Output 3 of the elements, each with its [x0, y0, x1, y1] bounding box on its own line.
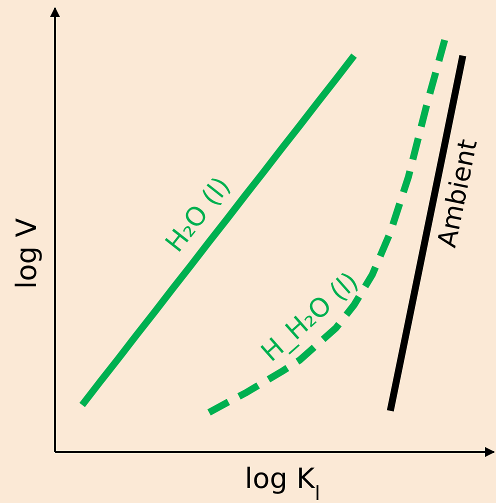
text: Ambient [432, 136, 484, 250]
y-axis-title: log V [10, 218, 43, 289]
x-axis-title: log K$_{l}$ [244, 462, 320, 503]
